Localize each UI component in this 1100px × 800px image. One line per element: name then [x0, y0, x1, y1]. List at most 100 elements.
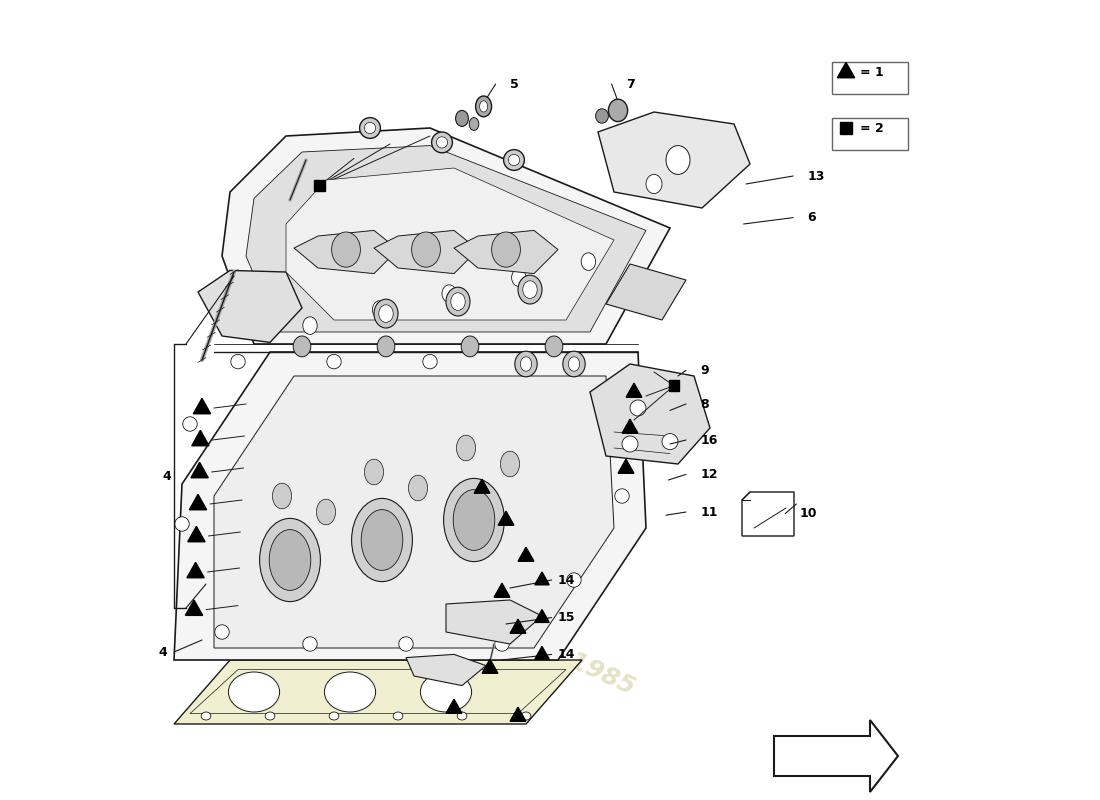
Polygon shape [606, 264, 686, 320]
Ellipse shape [518, 275, 542, 304]
Ellipse shape [364, 122, 375, 134]
Ellipse shape [608, 99, 628, 122]
Ellipse shape [364, 459, 384, 485]
Ellipse shape [519, 357, 534, 371]
Text: eurospares: eurospares [239, 360, 597, 568]
Ellipse shape [420, 672, 472, 712]
Ellipse shape [607, 393, 621, 407]
Polygon shape [222, 128, 670, 344]
Ellipse shape [581, 253, 595, 270]
Ellipse shape [373, 301, 387, 318]
Ellipse shape [229, 672, 279, 712]
FancyBboxPatch shape [840, 122, 851, 134]
Ellipse shape [273, 483, 292, 509]
Ellipse shape [265, 712, 275, 720]
Text: 4: 4 [158, 646, 167, 658]
Ellipse shape [437, 137, 448, 148]
Text: 8: 8 [701, 398, 710, 410]
FancyBboxPatch shape [315, 180, 324, 190]
Text: = 1: = 1 [859, 66, 883, 78]
Ellipse shape [408, 475, 428, 501]
Polygon shape [474, 479, 490, 494]
Polygon shape [518, 547, 534, 562]
Ellipse shape [512, 269, 526, 286]
Text: 4: 4 [162, 470, 170, 482]
Ellipse shape [442, 285, 456, 302]
Text: 15: 15 [558, 611, 575, 624]
Ellipse shape [458, 712, 466, 720]
Ellipse shape [563, 351, 585, 377]
Ellipse shape [411, 232, 440, 267]
Polygon shape [186, 600, 202, 615]
Ellipse shape [302, 317, 317, 334]
Polygon shape [590, 364, 710, 464]
Ellipse shape [175, 517, 189, 531]
Ellipse shape [475, 96, 492, 117]
Text: 10: 10 [800, 507, 817, 520]
Polygon shape [191, 462, 208, 478]
Polygon shape [246, 146, 646, 332]
Polygon shape [598, 112, 750, 208]
Ellipse shape [331, 232, 361, 267]
Ellipse shape [374, 299, 398, 328]
FancyBboxPatch shape [833, 62, 909, 94]
Ellipse shape [630, 400, 646, 416]
FancyBboxPatch shape [669, 380, 679, 390]
Polygon shape [374, 230, 478, 274]
Polygon shape [535, 572, 549, 585]
Polygon shape [618, 459, 634, 474]
Ellipse shape [294, 336, 311, 357]
Polygon shape [742, 492, 794, 536]
Ellipse shape [508, 154, 519, 166]
Polygon shape [198, 270, 302, 342]
Polygon shape [535, 646, 549, 659]
Ellipse shape [615, 489, 629, 503]
Text: 5: 5 [510, 78, 519, 90]
Ellipse shape [521, 712, 531, 720]
Polygon shape [494, 583, 510, 598]
Text: a parts specialists since 1985: a parts specialists since 1985 [250, 501, 639, 699]
Ellipse shape [455, 110, 469, 126]
Ellipse shape [317, 499, 336, 525]
Polygon shape [406, 654, 486, 686]
Polygon shape [286, 168, 614, 320]
Polygon shape [214, 376, 614, 648]
Ellipse shape [546, 336, 563, 357]
Ellipse shape [443, 478, 505, 562]
Ellipse shape [453, 490, 495, 550]
Ellipse shape [666, 146, 690, 174]
Polygon shape [510, 707, 526, 722]
Polygon shape [446, 600, 542, 644]
Polygon shape [510, 619, 526, 634]
Ellipse shape [260, 518, 320, 602]
Ellipse shape [566, 573, 581, 587]
Ellipse shape [352, 498, 412, 582]
Polygon shape [188, 526, 205, 542]
Ellipse shape [201, 712, 211, 720]
Ellipse shape [480, 101, 487, 112]
Ellipse shape [646, 174, 662, 194]
Ellipse shape [461, 336, 478, 357]
Polygon shape [837, 62, 855, 78]
Ellipse shape [329, 712, 339, 720]
Polygon shape [482, 659, 498, 674]
Polygon shape [189, 494, 207, 510]
Ellipse shape [378, 305, 393, 322]
Ellipse shape [470, 118, 478, 130]
Ellipse shape [446, 287, 470, 316]
Ellipse shape [520, 357, 531, 371]
Ellipse shape [504, 150, 525, 170]
Ellipse shape [621, 436, 638, 452]
Polygon shape [174, 660, 582, 724]
Polygon shape [187, 562, 205, 578]
Ellipse shape [393, 712, 403, 720]
Text: 7: 7 [626, 78, 635, 90]
Ellipse shape [422, 354, 437, 369]
Polygon shape [498, 511, 514, 526]
Polygon shape [535, 610, 549, 622]
Polygon shape [623, 419, 638, 434]
Polygon shape [174, 352, 646, 660]
Polygon shape [774, 720, 898, 792]
Ellipse shape [302, 637, 317, 651]
Ellipse shape [515, 351, 537, 377]
